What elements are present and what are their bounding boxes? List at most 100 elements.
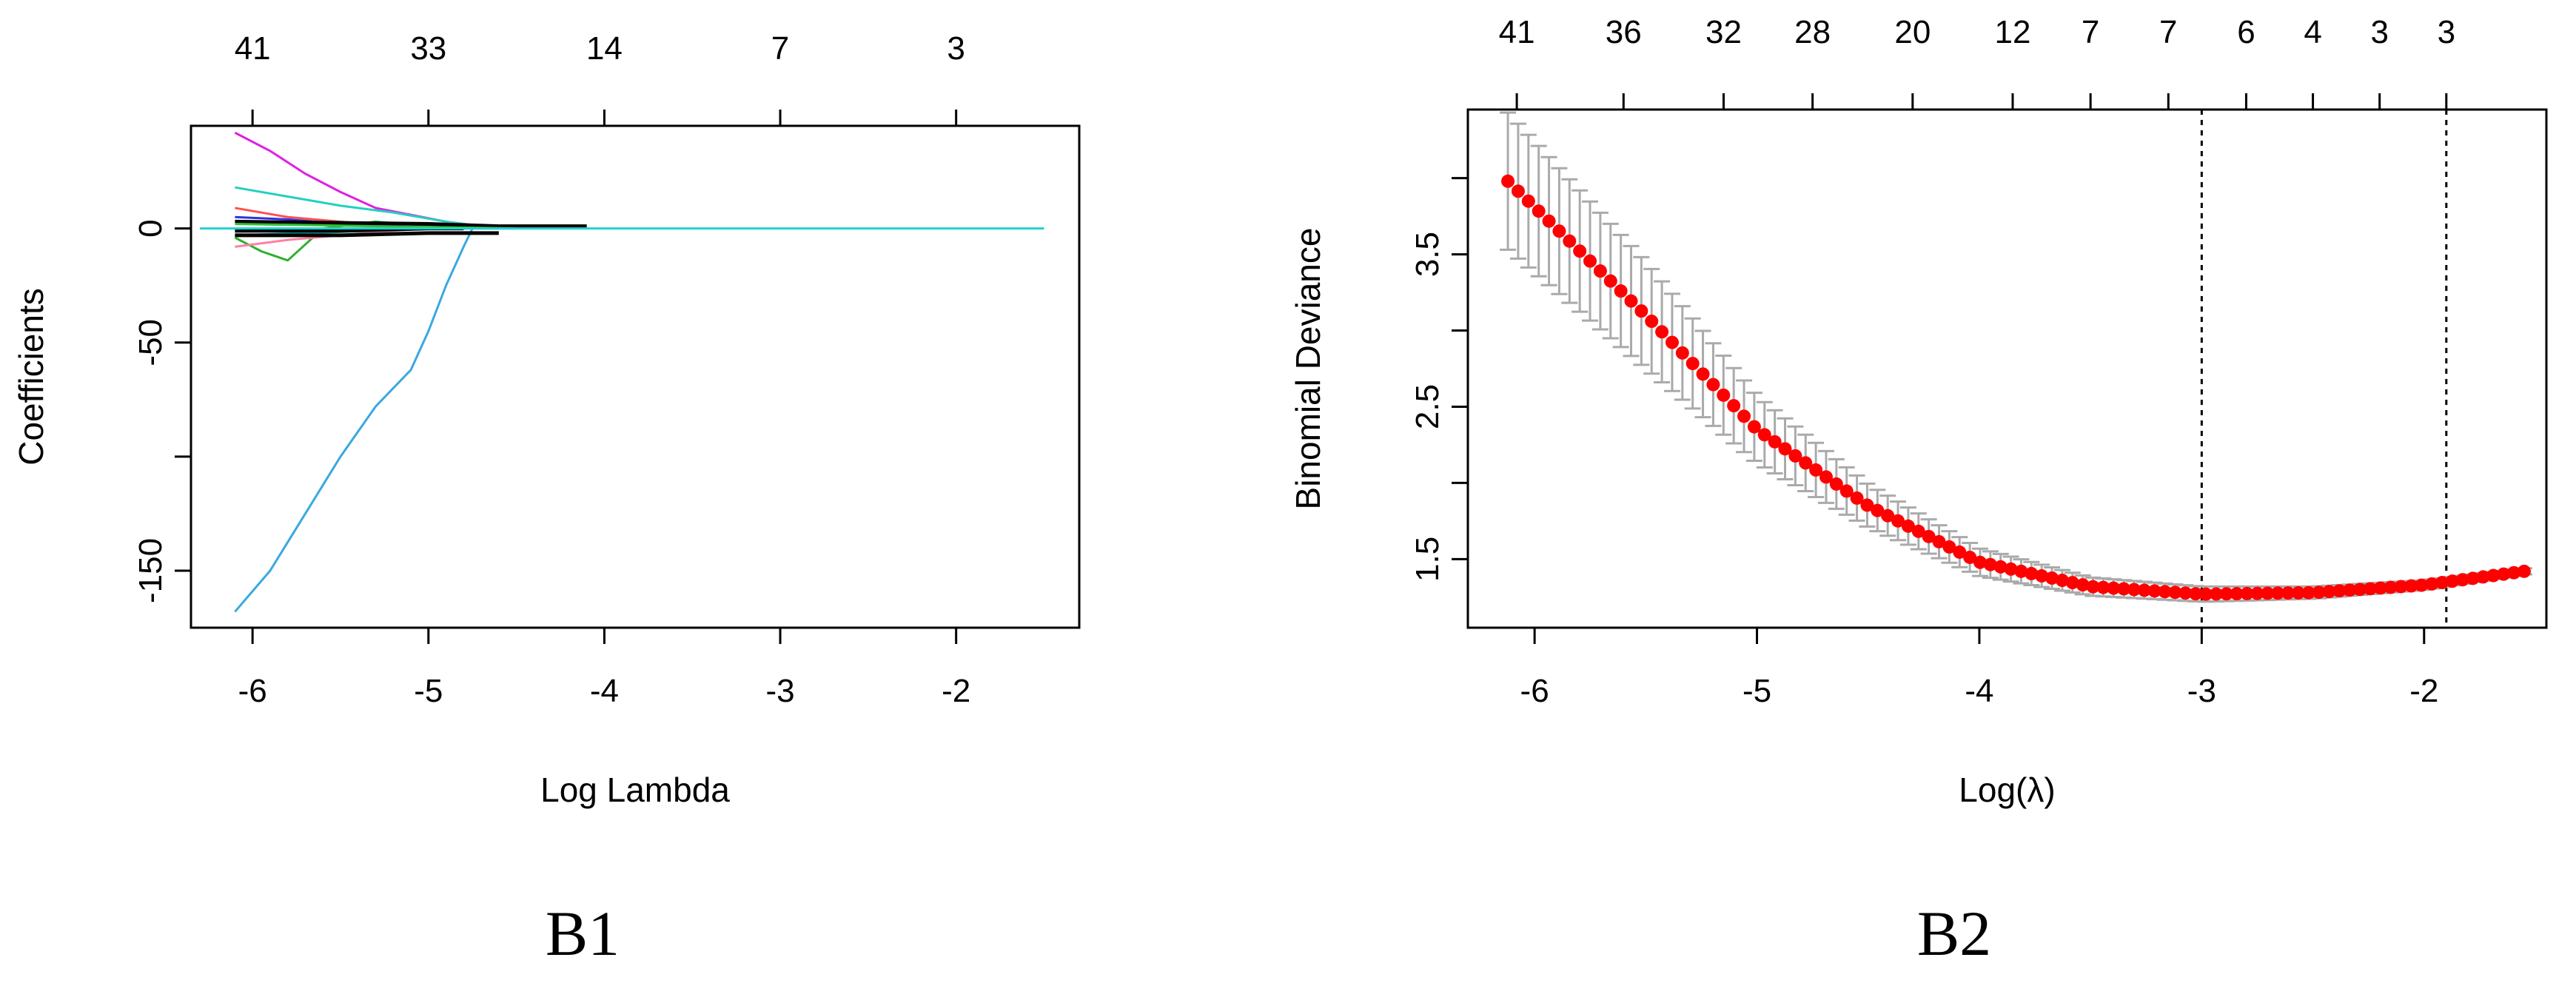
deviance-point — [2209, 587, 2223, 601]
coefficient-path — [235, 219, 587, 229]
deviance-point — [1634, 304, 1648, 318]
deviance-point — [2322, 585, 2336, 599]
deviance-point — [2250, 586, 2264, 600]
deviance-point — [2107, 581, 2121, 595]
x-tick-label: -3 — [2187, 673, 2216, 709]
deviance-point — [1829, 477, 1843, 491]
deviance-point — [2404, 579, 2418, 593]
top-tick-label: 12 — [1995, 14, 2031, 50]
deviance-point — [1573, 244, 1587, 258]
deviance-point — [2497, 567, 2511, 581]
deviance-point — [2373, 581, 2387, 595]
panel-label-b1: B1 — [546, 898, 620, 969]
top-tick-label: 33 — [410, 30, 446, 67]
top-tick-label: 4 — [2304, 14, 2321, 50]
deviance-point — [1778, 442, 1792, 456]
panel-label-b2: B2 — [1917, 898, 1991, 969]
plot-frame — [1466, 108, 2548, 629]
x-axis-label: Log Lambda — [540, 771, 730, 809]
deviance-point — [1932, 534, 1946, 548]
deviance-point — [1809, 463, 1823, 477]
deviance-point — [2240, 586, 2254, 600]
x-tick-label: -4 — [1965, 673, 1993, 709]
deviance-point — [1717, 388, 1731, 402]
top-tick-label: 3 — [2438, 14, 2455, 50]
deviance-point — [1850, 491, 1864, 505]
deviance-point — [2117, 582, 2131, 596]
deviance-point — [2301, 586, 2315, 600]
deviance-point — [2353, 583, 2367, 597]
deviance-point — [2168, 586, 2182, 600]
deviance-point — [2230, 587, 2244, 601]
deviance-point — [1614, 284, 1628, 298]
deviance-point — [2158, 585, 2172, 599]
deviance-point — [2312, 586, 2326, 600]
deviance-point — [1624, 294, 1638, 308]
x-tick-label: -5 — [1743, 673, 1771, 709]
deviance-point — [2055, 574, 2069, 588]
top-tick-label: 20 — [1894, 14, 1931, 50]
deviance-point — [1737, 409, 1751, 423]
deviance-point — [2096, 580, 2110, 594]
x-tick-label: -6 — [1520, 673, 1549, 709]
deviance-point — [1521, 194, 1535, 208]
deviance-point — [1993, 560, 2008, 574]
deviance-point — [2045, 571, 2059, 585]
plot-area — [199, 131, 1044, 613]
deviance-point — [1655, 325, 1669, 339]
deviance-point — [2455, 573, 2469, 587]
x-tick-label: -3 — [765, 673, 794, 709]
deviance-point — [1747, 420, 1761, 434]
y-tick-label: 1.5 — [1409, 537, 1446, 582]
deviance-point — [1891, 514, 1905, 528]
deviance-point — [2086, 580, 2100, 594]
deviance-point — [1593, 264, 1607, 278]
top-tick-label: 3 — [2370, 14, 2388, 50]
top-tick-label: 28 — [1794, 14, 1831, 50]
deviance-point — [1583, 254, 1597, 268]
deviance-point — [1563, 234, 1577, 248]
top-tick-label: 32 — [1705, 14, 1742, 50]
deviance-point — [2384, 580, 2398, 594]
plot-area — [1500, 110, 2532, 628]
deviance-point — [2425, 577, 2439, 591]
deviance-point — [1665, 335, 1679, 349]
deviance-point — [1542, 214, 1556, 228]
deviance-point — [1860, 498, 1874, 512]
deviance-point — [1922, 529, 1936, 543]
deviance-point — [1675, 346, 1689, 360]
deviance-point — [1706, 378, 1720, 392]
deviance-point — [2137, 583, 2151, 597]
deviance-point — [2199, 587, 2213, 601]
deviance-point — [2014, 564, 2028, 578]
coefficient-path — [234, 228, 474, 613]
top-tick-label: 7 — [2159, 14, 2177, 50]
top-tick-label: 7 — [771, 30, 789, 67]
top-tick-label: 3 — [947, 30, 965, 67]
deviance-point — [1871, 503, 1885, 517]
deviance-point — [2507, 566, 2521, 580]
deviance-point — [1983, 557, 1997, 571]
x-tick-label: -5 — [414, 673, 443, 709]
deviance-point — [2476, 570, 2490, 584]
coefficient-path — [235, 186, 500, 230]
deviance-point — [1727, 399, 1741, 413]
deviance-point — [1973, 555, 1987, 569]
deviance-point — [2127, 583, 2141, 597]
cv-deviance-chart: -6 -5 -4 -3 -2 41 36 32 28 20 12 7 7 6 4 3 3 1.5 2.5 3.5 Log… — [1289, 14, 2548, 809]
x-tick-label: -4 — [590, 673, 619, 709]
deviance-point — [1953, 545, 1967, 559]
deviance-point — [2147, 584, 2161, 598]
top-tick-label: 41 — [1499, 14, 1535, 50]
coefficient-path — [234, 131, 517, 230]
deviance-point — [1552, 224, 1566, 238]
deviance-point — [1757, 428, 1771, 442]
y-tick-label: 0 — [133, 219, 169, 237]
deviance-point — [1799, 456, 1813, 470]
deviance-point — [1768, 435, 1782, 449]
deviance-point — [1819, 470, 1833, 484]
deviance-point — [2445, 574, 2459, 588]
deviance-point — [2466, 571, 2480, 586]
y-tick-label: 3.5 — [1409, 232, 1446, 277]
deviance-point — [2291, 586, 2305, 600]
